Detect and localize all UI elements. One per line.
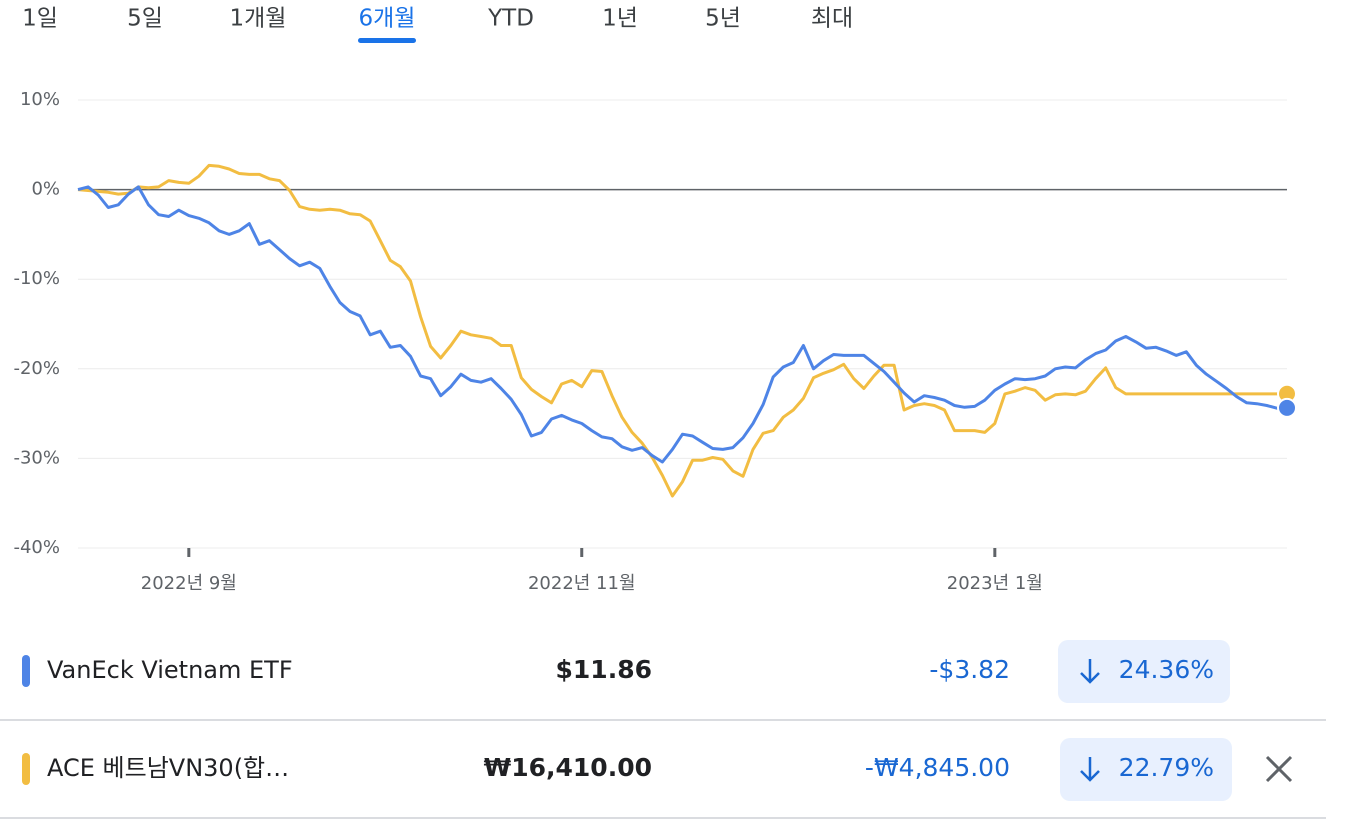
range-tab[interactable]: 1개월 bbox=[230, 6, 287, 32]
holding-name: VanEck Vietnam ETF bbox=[47, 656, 293, 684]
range-tab[interactable]: 1일 bbox=[22, 6, 58, 32]
close-icon bbox=[1265, 755, 1293, 783]
range-tab[interactable]: YTD bbox=[487, 6, 534, 32]
holding-price: $11.86 bbox=[556, 655, 652, 684]
holding-change: -₩4,845.00 bbox=[865, 753, 1010, 782]
change-pill bbox=[1058, 640, 1230, 703]
down-arrow bbox=[1080, 757, 1100, 782]
end-point bbox=[1277, 397, 1297, 418]
y-tick-label: -20% bbox=[13, 358, 60, 379]
y-tick-label: 0% bbox=[31, 179, 60, 200]
range-tab[interactable]: 1년 bbox=[602, 6, 638, 32]
holding-change-pct: 22.79% bbox=[1119, 753, 1214, 782]
chart: 10% 0% -10% -20% -30% -40% 2022년 9월 2022년 11월 20… bbox=[13, 89, 1297, 594]
y-tick-label: 10% bbox=[20, 89, 60, 110]
x-tick-label: 2022년 11월 bbox=[528, 573, 636, 594]
down-arrow bbox=[1080, 659, 1100, 684]
series-line bbox=[77, 163, 1288, 498]
selected-indicator bbox=[358, 38, 416, 43]
series-line bbox=[77, 185, 1288, 464]
range-tab[interactable]: 최대 bbox=[811, 6, 853, 32]
series-marker bbox=[22, 753, 30, 785]
y-tick-label: -10% bbox=[13, 268, 60, 289]
y-tick-label: -30% bbox=[13, 447, 60, 468]
holding-price: ₩16,410.00 bbox=[484, 753, 652, 782]
series-marker bbox=[22, 655, 30, 687]
range-tab[interactable]: 6개월 bbox=[359, 6, 416, 32]
holding-name: ACE 베트남VN30(합… bbox=[47, 754, 289, 782]
x-tick-label: 2022년 9월 bbox=[141, 573, 237, 594]
range-tab[interactable]: 5년 bbox=[705, 6, 741, 32]
x-tick-label: 2023년 1월 bbox=[947, 573, 1043, 594]
y-tick-label: -40% bbox=[13, 537, 60, 558]
close-button[interactable] bbox=[1265, 755, 1293, 783]
change-pill bbox=[1060, 738, 1232, 801]
holding-change-pct: 24.36% bbox=[1119, 655, 1214, 684]
range-tabs: 1일 5일 1개월 6개월 YTD 1년 5년 최대 bbox=[22, 6, 853, 43]
holdings-table: VanEck Vietnam ETF $11.86 -$3.82 24.36% ACE … bbox=[0, 640, 1326, 819]
range-tab[interactable]: 5일 bbox=[127, 6, 163, 32]
holding-change: -$3.82 bbox=[929, 655, 1010, 684]
